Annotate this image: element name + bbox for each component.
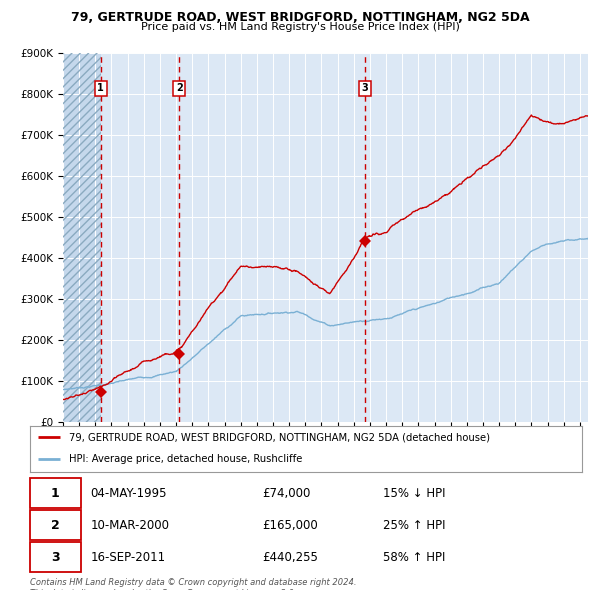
Bar bbox=[63, 53, 101, 422]
FancyBboxPatch shape bbox=[30, 478, 81, 508]
Text: 3: 3 bbox=[51, 550, 60, 563]
Text: 10-MAR-2000: 10-MAR-2000 bbox=[91, 519, 170, 532]
Text: 04-MAY-1995: 04-MAY-1995 bbox=[91, 487, 167, 500]
Text: 1: 1 bbox=[51, 487, 60, 500]
Text: 2: 2 bbox=[176, 83, 182, 93]
Text: 3: 3 bbox=[362, 83, 368, 93]
Text: 79, GERTRUDE ROAD, WEST BRIDGFORD, NOTTINGHAM, NG2 5DA: 79, GERTRUDE ROAD, WEST BRIDGFORD, NOTTI… bbox=[71, 11, 529, 24]
Text: £74,000: £74,000 bbox=[262, 487, 310, 500]
Text: 1: 1 bbox=[97, 83, 104, 93]
Text: Contains HM Land Registry data © Crown copyright and database right 2024.
This d: Contains HM Land Registry data © Crown c… bbox=[30, 578, 356, 590]
Text: £440,255: £440,255 bbox=[262, 550, 318, 563]
Text: HPI: Average price, detached house, Rushcliffe: HPI: Average price, detached house, Rush… bbox=[68, 454, 302, 464]
Text: 25% ↑ HPI: 25% ↑ HPI bbox=[383, 519, 446, 532]
Text: 2: 2 bbox=[51, 519, 60, 532]
FancyBboxPatch shape bbox=[30, 542, 81, 572]
Text: 58% ↑ HPI: 58% ↑ HPI bbox=[383, 550, 446, 563]
Text: 16-SEP-2011: 16-SEP-2011 bbox=[91, 550, 166, 563]
Text: 79, GERTRUDE ROAD, WEST BRIDGFORD, NOTTINGHAM, NG2 5DA (detached house): 79, GERTRUDE ROAD, WEST BRIDGFORD, NOTTI… bbox=[68, 432, 490, 442]
FancyBboxPatch shape bbox=[30, 510, 81, 540]
Text: Price paid vs. HM Land Registry's House Price Index (HPI): Price paid vs. HM Land Registry's House … bbox=[140, 22, 460, 32]
Text: 15% ↓ HPI: 15% ↓ HPI bbox=[383, 487, 446, 500]
Bar bbox=[63, 53, 101, 422]
Text: £165,000: £165,000 bbox=[262, 519, 317, 532]
